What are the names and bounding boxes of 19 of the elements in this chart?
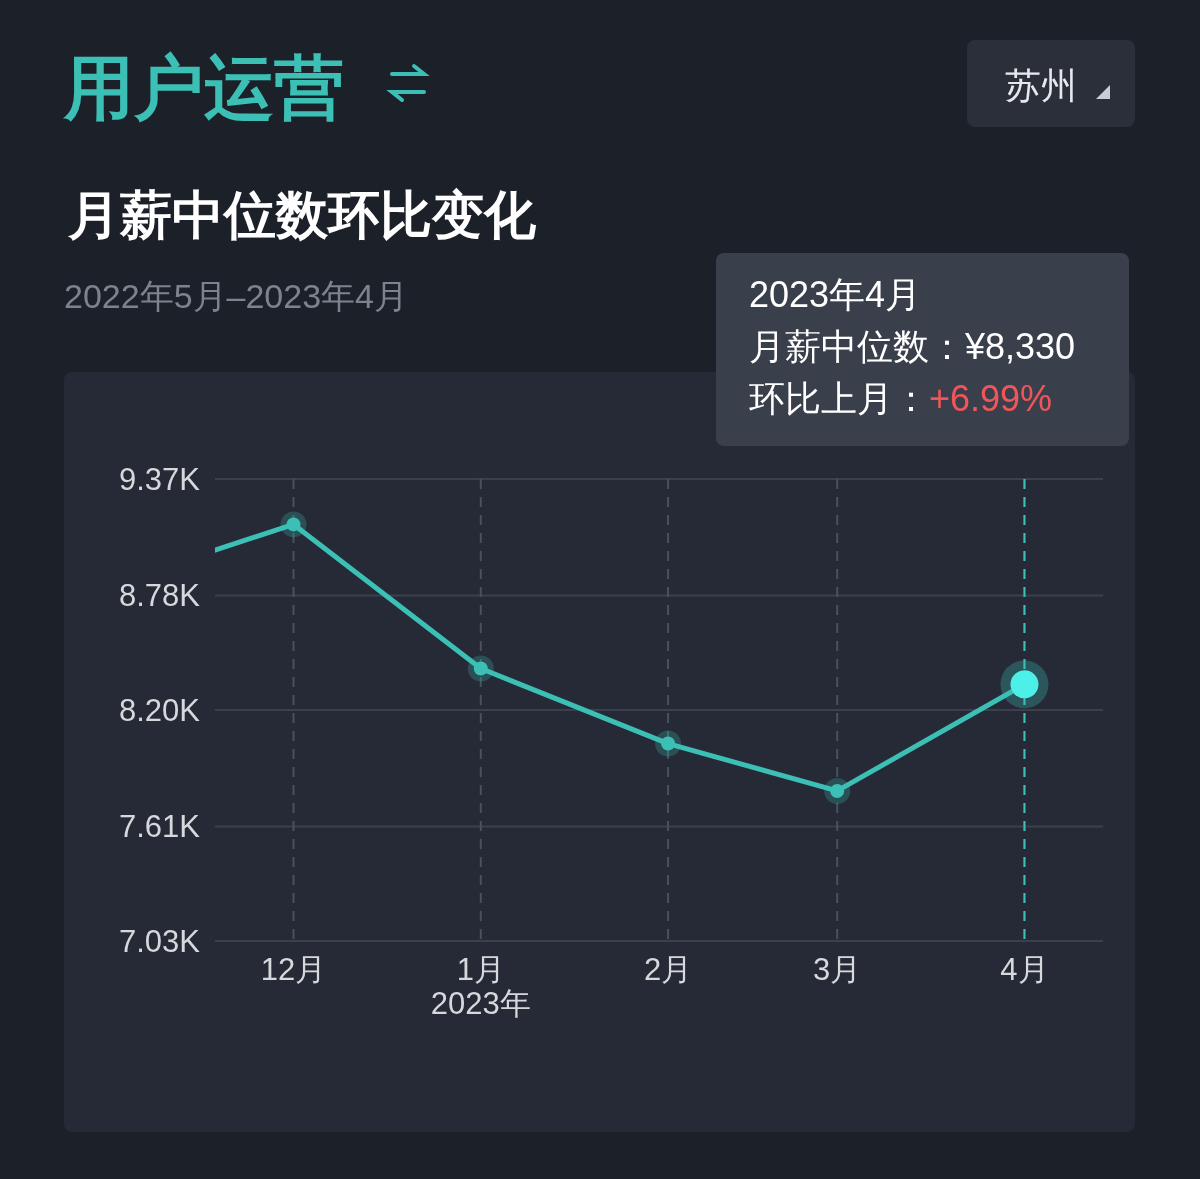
x-tick-label: 4月 <box>1000 952 1049 987</box>
y-tick-label: 7.03K <box>118 924 201 959</box>
y-tick-label: 7.61K <box>118 809 201 845</box>
y-tick-label: 8.78K <box>118 578 201 614</box>
point <box>280 511 307 538</box>
tooltip: 2023年4月 月薪中位数：¥8,330 环比上月：+6.99% <box>716 253 1129 446</box>
y-tick-label: 9.37K <box>118 462 201 497</box>
point <box>824 777 851 804</box>
dropdown: 苏州 <box>967 40 1135 127</box>
y-tick-label: 8.20K <box>118 693 201 728</box>
text: 用户运营 <box>62 49 344 127</box>
chart-subtitle: 2022年5月–2023年4月 <box>64 277 409 315</box>
x-tick-label: 2月 <box>643 952 693 987</box>
x-tick-label: 3月 <box>813 952 862 987</box>
point <box>655 730 682 757</box>
x-tick-label: 1月 2023年 <box>430 952 531 1021</box>
x-tick-label: 12月 <box>260 952 327 987</box>
chart-title: 月薪中位数环比变化 <box>67 186 537 244</box>
point <box>467 655 494 682</box>
